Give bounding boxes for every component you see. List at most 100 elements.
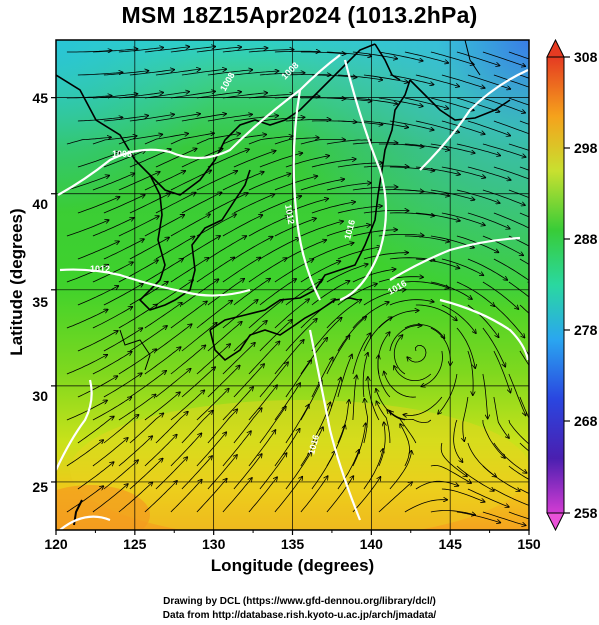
x-tick-label: 150 bbox=[517, 536, 541, 552]
streamline bbox=[66, 310, 108, 329]
streamline bbox=[144, 259, 183, 283]
streamline bbox=[482, 373, 488, 419]
streamline bbox=[170, 258, 209, 283]
streamline bbox=[170, 480, 202, 513]
streamline bbox=[300, 338, 327, 375]
streamline bbox=[430, 143, 475, 153]
streamline bbox=[467, 74, 511, 89]
streamline bbox=[311, 402, 331, 444]
streamline bbox=[430, 464, 471, 483]
streamline bbox=[378, 422, 385, 467]
streamline bbox=[394, 366, 432, 381]
streamline bbox=[404, 97, 449, 109]
streamline bbox=[378, 51, 423, 61]
streamline bbox=[378, 355, 391, 398]
streamline bbox=[144, 92, 189, 99]
streamline bbox=[482, 143, 526, 157]
streamline bbox=[456, 51, 500, 66]
x-tick-label: 130 bbox=[202, 536, 226, 552]
streamline bbox=[274, 429, 300, 467]
isobar-label: 1012 bbox=[283, 204, 296, 225]
streamline bbox=[430, 51, 474, 65]
streamline bbox=[103, 328, 142, 352]
streamline bbox=[467, 166, 511, 180]
x-tick-label: 145 bbox=[439, 536, 463, 552]
streamline bbox=[311, 202, 355, 214]
streamline bbox=[259, 153, 303, 168]
streamline bbox=[274, 383, 300, 421]
streamline bbox=[181, 367, 215, 398]
streamline bbox=[378, 143, 424, 147]
streamline bbox=[300, 179, 344, 191]
streamline bbox=[384, 372, 416, 398]
streamline bbox=[259, 362, 288, 398]
streamline bbox=[326, 51, 372, 56]
streamline bbox=[441, 304, 476, 333]
streamline bbox=[233, 237, 273, 260]
streamline bbox=[404, 143, 449, 150]
streamline bbox=[248, 385, 277, 421]
credit-drawing: Drawing by DCL (https://www.gfd-dennou.o… bbox=[163, 596, 436, 607]
streamline bbox=[467, 350, 473, 395]
streamline bbox=[103, 415, 139, 444]
colorbar-tick-label: 268 bbox=[574, 413, 598, 429]
streamline bbox=[181, 279, 219, 306]
streamline bbox=[300, 140, 345, 145]
streamline bbox=[352, 230, 397, 237]
streamline bbox=[467, 120, 510, 136]
streamline bbox=[196, 257, 234, 283]
streamline bbox=[181, 411, 213, 444]
streamline bbox=[285, 319, 317, 352]
streamline bbox=[337, 355, 352, 398]
streamline bbox=[155, 324, 192, 352]
streamline bbox=[508, 51, 529, 60]
colorbar-tick-label: 258 bbox=[574, 505, 598, 521]
streamline bbox=[363, 74, 408, 82]
streamline bbox=[415, 74, 459, 87]
streamline bbox=[207, 149, 249, 168]
streamline bbox=[311, 357, 333, 398]
y-axis-label: Latitude (degrees) bbox=[7, 208, 26, 356]
streamline bbox=[300, 476, 328, 513]
streamline bbox=[493, 396, 509, 438]
streamline bbox=[441, 258, 484, 275]
streamline bbox=[196, 134, 240, 145]
streamline bbox=[92, 352, 132, 375]
streamline bbox=[92, 94, 138, 99]
streamline bbox=[92, 397, 131, 421]
streamline bbox=[363, 120, 408, 127]
streamline bbox=[456, 97, 500, 112]
streamline bbox=[300, 261, 341, 283]
streamline bbox=[441, 212, 485, 225]
streamline bbox=[103, 460, 138, 490]
streamline bbox=[170, 91, 215, 99]
streamline bbox=[337, 450, 359, 490]
streamline bbox=[453, 419, 463, 462]
streamline bbox=[248, 50, 294, 53]
streamline bbox=[274, 176, 318, 191]
streamline bbox=[508, 511, 529, 520]
streamline bbox=[92, 49, 138, 53]
streamline bbox=[181, 69, 226, 76]
streamline bbox=[155, 369, 191, 398]
streamline bbox=[378, 311, 419, 329]
streamline bbox=[300, 380, 322, 421]
streamline bbox=[233, 454, 262, 490]
streamline bbox=[441, 120, 485, 134]
streamline bbox=[207, 366, 240, 398]
streamline bbox=[196, 344, 230, 375]
streamline bbox=[456, 143, 500, 156]
streamline bbox=[207, 409, 237, 444]
streamline bbox=[378, 234, 424, 236]
streamline bbox=[155, 114, 200, 122]
streamline bbox=[519, 258, 529, 265]
streamline bbox=[326, 336, 350, 375]
streamline bbox=[233, 116, 278, 122]
streamline bbox=[92, 136, 137, 145]
streamline bbox=[337, 74, 383, 80]
streamline bbox=[311, 243, 354, 260]
colorbar-min-triangle bbox=[546, 512, 565, 532]
streamline bbox=[363, 253, 408, 260]
streamline bbox=[233, 71, 279, 76]
streamline bbox=[103, 150, 146, 168]
